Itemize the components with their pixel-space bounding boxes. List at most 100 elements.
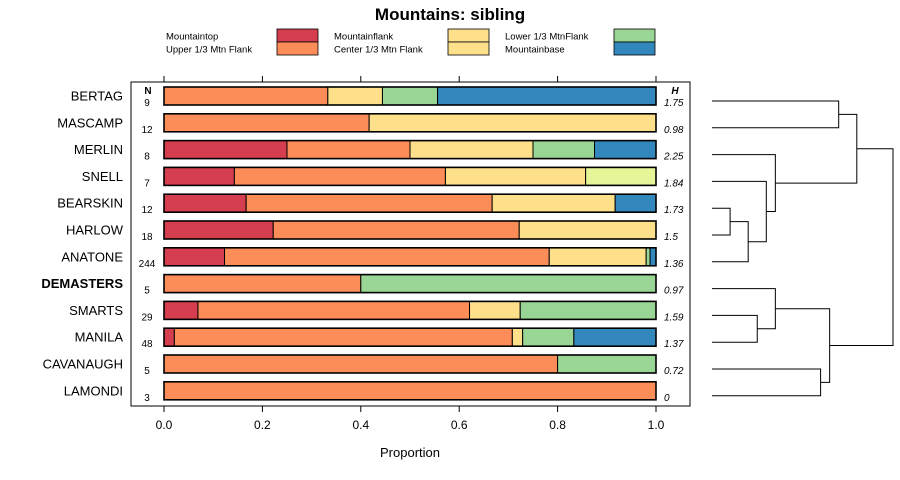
bar-segment-mascamp-1 (163, 113, 370, 133)
h-value-lamondi: 0 (664, 393, 670, 404)
bar-outline-bertag (163, 86, 657, 106)
bar-outline-demasters (163, 273, 657, 294)
bar-segment-bertag-4 (381, 86, 439, 106)
bar-segment-smarts-4 (519, 300, 657, 320)
n-value-snell: 7 (144, 178, 150, 189)
n-value-harlow: 18 (141, 232, 153, 243)
legend-swatch-upper-1-3-mtn-flank (276, 41, 319, 56)
row-label-lamondi: LAMONDI (64, 383, 123, 398)
bar-segment-manila-5 (573, 327, 657, 347)
h-value-mascamp: 0.98 (664, 125, 684, 136)
legend-label-mountainflank: Mountainflank (334, 32, 393, 43)
x-axis: 0.0 0.2 0.4 0.6 0.8 1.0 (156, 76, 665, 432)
bar-segment-harlow-2 (518, 220, 657, 240)
bar-segment-merlin-2 (409, 140, 534, 160)
x-tick-label-1: 0.2 (254, 418, 271, 432)
bar-segment-bertag-2 (327, 86, 383, 106)
x-axis-title: Proportion (380, 445, 440, 460)
h-value-harlow: 1.5 (664, 232, 678, 243)
bar-segment-merlin-1 (286, 140, 411, 160)
legend-swatch-mountainflank (447, 28, 490, 43)
x-tick-label-5: 1.0 (648, 418, 665, 432)
bar-outline-bearskin (163, 193, 657, 213)
dendrogram-link-6 (775, 113, 858, 184)
bar-segment-mascamp-2 (368, 113, 657, 133)
chart-title: Mountains: sibling (375, 5, 525, 24)
h-value-manila: 1.37 (664, 339, 684, 350)
dendrogram-link-10 (775, 308, 831, 383)
n-value-smarts: 29 (141, 312, 153, 323)
bar-segment-smarts-0 (163, 300, 199, 320)
legend: Mountaintop Upper 1/3 Mtn Flank Mountainfl… (166, 28, 656, 56)
legend-label-mountaintop: Mountaintop (166, 32, 218, 43)
dendrogram (712, 100, 894, 397)
plot-frame (130, 81, 691, 407)
h-value-demasters: 0.97 (664, 286, 684, 297)
bar-segment-lamondi-1 (163, 381, 657, 401)
row-label-anatone: ANATONE (61, 249, 123, 264)
bar-segment-merlin-4 (532, 140, 595, 160)
dendrogram-link-1 (712, 207, 731, 236)
bar-segment-bertag-1 (163, 86, 329, 106)
row-label-cavanaugh: CAVANAUGH (43, 357, 123, 372)
bar-segment-anatone-1 (224, 247, 550, 267)
bar-segment-cavanaugh-4 (557, 354, 657, 374)
dendrogram-link-8 (712, 288, 776, 330)
bar-outline-mascamp (163, 113, 657, 133)
bar-segment-bearskin-0 (163, 193, 247, 213)
bar-segment-smarts-1 (197, 300, 471, 320)
dendrogram-link-5 (712, 100, 840, 129)
n-value-merlin: 8 (144, 152, 150, 163)
bar-segment-manila-1 (173, 327, 513, 347)
bar-segment-bertag-5 (437, 86, 657, 106)
n-value-manila: 48 (141, 339, 153, 350)
x-tick-label-0: 0.0 (156, 418, 173, 432)
bar-segment-snell-2 (444, 166, 587, 186)
bar-segment-manila-0 (163, 327, 175, 347)
n-value-cavanaugh: 5 (144, 366, 150, 377)
n-value-demasters: 5 (144, 286, 150, 297)
n-column-header: N (144, 86, 151, 97)
row-label-manila: MANILA (75, 330, 124, 345)
bar-segment-anatone-0 (163, 247, 226, 267)
n-value-bertag: 9 (144, 98, 150, 109)
bar-outline-harlow (163, 220, 657, 240)
h-value-merlin: 2.25 (663, 152, 684, 163)
row-label-smarts: SMARTS (69, 303, 123, 318)
bar-segment-snell-1 (233, 166, 446, 186)
bar-outline-cavanaugh (163, 354, 657, 374)
bar-segment-merlin-0 (163, 140, 288, 160)
h-value-cavanaugh: 0.72 (664, 366, 684, 377)
legend-label-mountainbase: Mountainbase (505, 45, 565, 56)
h-value-smarts: 1.59 (664, 312, 684, 323)
bar-segment-manila-4 (522, 327, 575, 347)
bar-segment-manila-2 (511, 327, 524, 347)
bar-segment-bearskin-1 (245, 193, 493, 213)
dendrogram-link-3 (712, 180, 767, 243)
row-label-bertag: BERTAG (71, 89, 123, 104)
h-value-anatone: 1.36 (664, 259, 684, 270)
n-value-mascamp: 12 (141, 125, 153, 136)
x-tick-label-2: 0.4 (352, 418, 369, 432)
bar-outline-anatone (163, 247, 657, 267)
legend-swatch-center-1-3-mtn-flank (447, 41, 490, 56)
dendrogram-link-9 (712, 368, 822, 397)
bar-segment-demasters-1 (163, 274, 362, 294)
bar-segment-snell-0 (163, 166, 235, 186)
h-value-bearskin: 1.73 (664, 205, 684, 216)
row-label-snell: SNELL (82, 169, 123, 184)
bar-segment-anatone-5 (649, 247, 657, 267)
bar-outline-lamondi (163, 380, 657, 401)
bar-outline-smarts (163, 300, 657, 321)
n-value-anatone: 244 (139, 259, 156, 270)
row-label-merlin: MERLIN (74, 142, 123, 157)
x-tick-label-4: 0.8 (549, 418, 566, 432)
n-value-lamondi: 3 (144, 393, 150, 404)
row-label-bearskin: BEARSKIN (57, 196, 123, 211)
bar-outline-manila (163, 327, 657, 348)
bar-segment-bearskin-5 (614, 193, 657, 213)
bar-segment-anatone-4 (645, 247, 651, 267)
row-label-demasters: DEMASTERS (41, 276, 123, 291)
bar-segment-bearskin-2 (491, 193, 616, 213)
